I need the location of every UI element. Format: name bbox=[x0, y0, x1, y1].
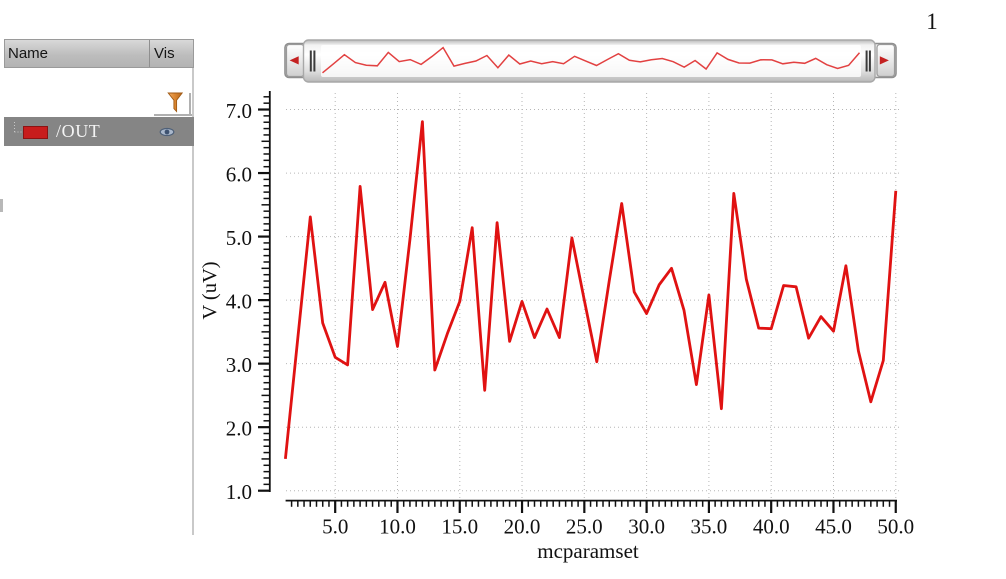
svg-text:15.0: 15.0 bbox=[441, 515, 478, 539]
svg-text:30.0: 30.0 bbox=[628, 515, 665, 539]
svg-text:3.0: 3.0 bbox=[226, 353, 252, 377]
svg-text:2.0: 2.0 bbox=[226, 417, 252, 441]
svg-text:5.0: 5.0 bbox=[226, 226, 252, 250]
svg-text:5.0: 5.0 bbox=[322, 515, 348, 539]
svg-text:4.0: 4.0 bbox=[226, 289, 252, 313]
svg-text:mcparamset: mcparamset bbox=[537, 539, 639, 563]
svg-text:1: 1 bbox=[926, 9, 938, 34]
svg-text:V (uV): V (uV) bbox=[199, 261, 221, 319]
svg-text:7.0: 7.0 bbox=[226, 99, 252, 123]
svg-text:25.0: 25.0 bbox=[566, 515, 603, 539]
svg-text:10.0: 10.0 bbox=[379, 515, 416, 539]
svg-text:50.0: 50.0 bbox=[877, 515, 914, 539]
svg-text:1.0: 1.0 bbox=[226, 480, 252, 504]
svg-text:35.0: 35.0 bbox=[691, 515, 728, 539]
svg-text:6.0: 6.0 bbox=[226, 162, 252, 186]
svg-text:40.0: 40.0 bbox=[753, 515, 790, 539]
svg-text:20.0: 20.0 bbox=[504, 515, 541, 539]
svg-text:45.0: 45.0 bbox=[815, 515, 852, 539]
